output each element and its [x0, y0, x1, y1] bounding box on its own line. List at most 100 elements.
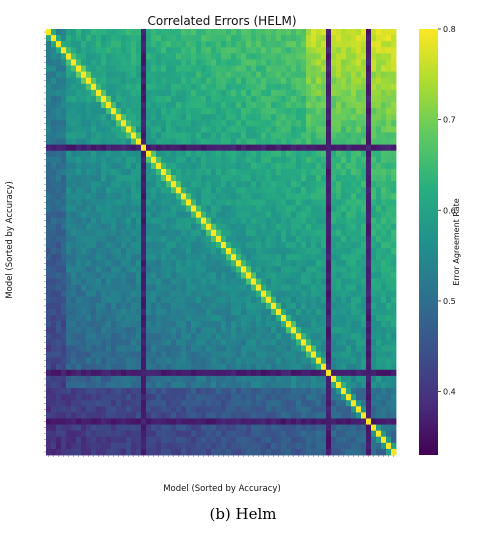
heatmap-cell	[161, 211, 167, 219]
heatmap-cell	[336, 345, 342, 352]
heatmap-cell	[206, 156, 212, 164]
heatmap-cell	[261, 205, 267, 212]
heatmap-cell	[91, 248, 97, 255]
heatmap-cell	[321, 242, 327, 249]
heatmap-cell	[126, 126, 132, 133]
heatmap-cell	[391, 156, 397, 164]
heatmap-cell	[326, 266, 332, 273]
heatmap-cell	[76, 266, 82, 273]
heatmap-cell	[351, 369, 357, 377]
heatmap-cell	[106, 89, 112, 97]
heatmap-cell	[191, 278, 197, 285]
heatmap-cell	[321, 284, 327, 292]
heatmap-cell	[356, 278, 362, 285]
heatmap-cell	[266, 126, 272, 133]
heatmap-cell	[316, 150, 322, 158]
heatmap-cell	[296, 53, 302, 60]
heatmap-cell	[196, 357, 202, 365]
heatmap-cell	[351, 199, 357, 206]
heatmap-cell	[131, 132, 137, 139]
heatmap-cell	[201, 29, 207, 36]
heatmap-cell	[381, 35, 387, 42]
heatmap-cell	[71, 296, 77, 304]
heatmap-cell	[96, 89, 102, 97]
heatmap-cell	[256, 315, 262, 322]
heatmap-cell	[231, 41, 237, 48]
heatmap-cell	[261, 211, 267, 219]
heatmap-cell	[276, 144, 282, 152]
heatmap-cell	[166, 406, 172, 413]
heatmap-cell	[356, 333, 362, 340]
heatmap-cell	[371, 308, 377, 316]
heatmap-cell	[126, 77, 132, 85]
heatmap-cell	[91, 181, 97, 188]
heatmap-cell	[361, 187, 367, 194]
heatmap-cell	[46, 59, 52, 66]
heatmap-cell	[296, 333, 302, 340]
heatmap-cell	[241, 205, 247, 212]
heatmap-cell	[316, 187, 322, 194]
heatmap-cell	[161, 156, 167, 164]
heatmap-cell	[241, 406, 247, 413]
heatmap-cell	[66, 114, 72, 121]
heatmap-cell	[156, 162, 162, 170]
heatmap-cell	[296, 95, 302, 103]
heatmap-cell	[306, 278, 312, 285]
heatmap-cell	[266, 35, 272, 42]
heatmap-cell	[201, 436, 207, 444]
heatmap-cell	[206, 284, 212, 292]
heatmap-cell	[211, 187, 217, 194]
heatmap-cell	[71, 114, 77, 121]
heatmap-cell	[71, 41, 77, 48]
heatmap-cell	[346, 187, 352, 194]
heatmap-cell	[121, 339, 127, 346]
heatmap-cell	[376, 193, 382, 200]
heatmap-cell	[366, 162, 372, 170]
heatmap-cell	[331, 144, 337, 152]
heatmap-cell	[111, 412, 117, 419]
heatmap-cell	[121, 284, 127, 292]
heatmap-cell	[356, 150, 362, 158]
heatmap-cell	[141, 327, 147, 334]
heatmap-cell	[231, 223, 237, 231]
heatmap-cell	[91, 418, 97, 425]
heatmap-cell	[176, 77, 182, 85]
heatmap-cell	[336, 272, 342, 279]
heatmap-cell	[331, 47, 337, 54]
heatmap-cell	[156, 394, 162, 401]
heatmap-cell	[231, 315, 237, 322]
heatmap-cell	[151, 175, 157, 182]
heatmap-cell	[276, 217, 282, 225]
heatmap-cell	[311, 35, 317, 42]
heatmap-cell	[326, 126, 332, 133]
heatmap-cell	[126, 229, 132, 237]
heatmap-cell	[56, 229, 62, 237]
heatmap-cell	[361, 266, 367, 273]
heatmap-cell	[251, 388, 257, 395]
heatmap-cell	[71, 138, 77, 146]
heatmap-cell	[166, 394, 172, 401]
heatmap-cell	[61, 302, 67, 310]
heatmap-cell	[331, 448, 337, 456]
heatmap-cell	[321, 156, 327, 164]
heatmap-cell	[341, 388, 347, 395]
heatmap-cell	[346, 284, 352, 292]
heatmap-cell	[371, 59, 377, 66]
heatmap-cell	[351, 381, 357, 389]
heatmap-cell	[121, 95, 127, 103]
heatmap-cell	[291, 235, 297, 243]
heatmap-cell	[111, 156, 117, 164]
heatmap-cell	[346, 254, 352, 261]
heatmap-cell	[131, 126, 137, 133]
heatmap-cell	[176, 65, 182, 72]
heatmap-cell	[146, 436, 152, 444]
heatmap-cell	[361, 357, 367, 365]
heatmap-cell	[346, 388, 352, 395]
heatmap-cell	[166, 175, 172, 182]
heatmap-cell	[366, 436, 372, 444]
heatmap-cell	[206, 132, 212, 139]
heatmap-cell	[261, 333, 267, 340]
heatmap-cell	[286, 248, 292, 255]
heatmap-cell	[381, 266, 387, 273]
heatmap-cell	[116, 430, 122, 438]
